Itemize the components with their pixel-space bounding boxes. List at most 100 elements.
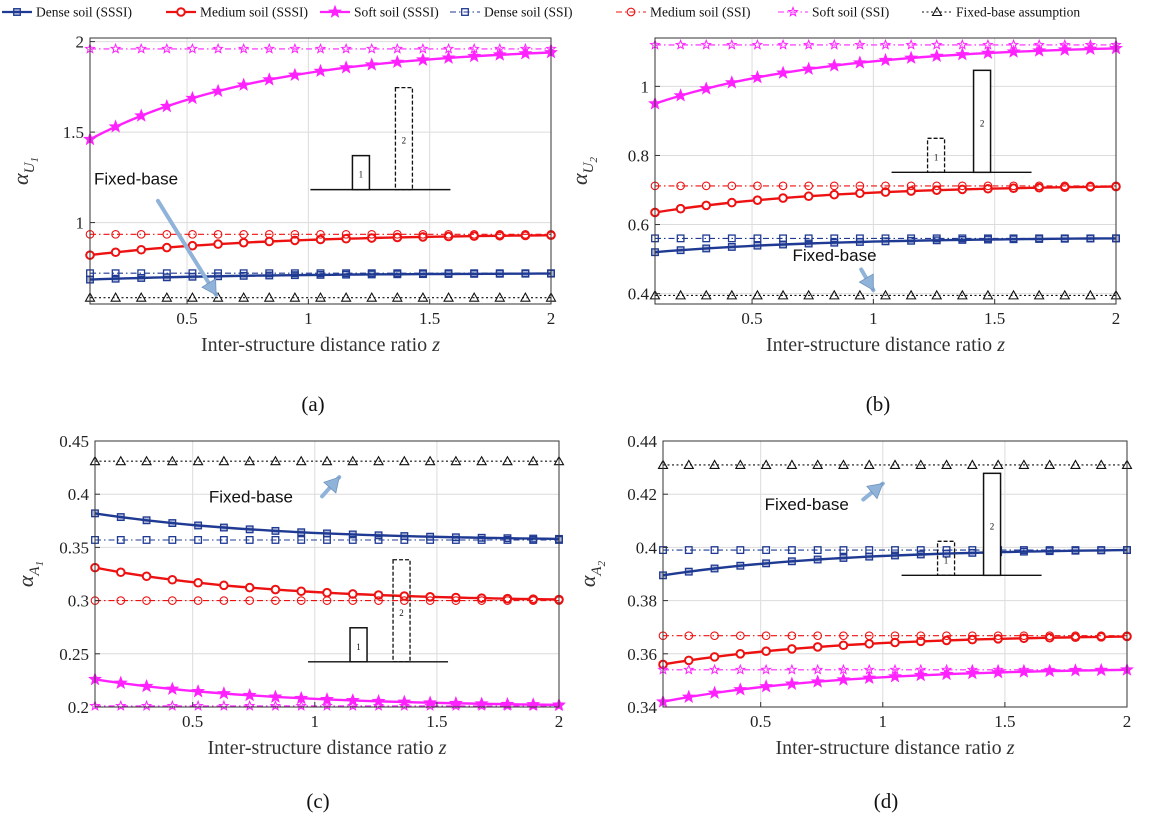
data-point — [811, 663, 824, 675]
data-point — [392, 232, 403, 243]
data-point — [830, 234, 839, 243]
x-tick-label: 2 — [1123, 712, 1132, 731]
legend-marker — [328, 4, 342, 18]
data-point — [213, 239, 223, 249]
data-point — [1097, 546, 1106, 555]
inset-label-dashed: 1 — [944, 555, 949, 565]
data-point — [710, 564, 719, 573]
data-point — [264, 236, 275, 247]
data-point — [1060, 234, 1069, 243]
data-point — [390, 54, 405, 69]
data-point — [245, 536, 254, 544]
data-point — [135, 292, 147, 302]
x-axis-variable: z — [438, 737, 447, 759]
data-point — [1059, 38, 1071, 50]
data-point — [955, 47, 970, 61]
data-point — [162, 242, 172, 253]
data-point — [993, 634, 1003, 644]
data-point — [162, 229, 172, 239]
data-point — [1018, 663, 1030, 675]
y-axis-subsubscript: 2 — [596, 560, 608, 566]
data-series — [650, 181, 1121, 191]
legend-label: Medium soil (SSSI) — [200, 5, 308, 20]
data-point — [142, 596, 151, 605]
data-point — [115, 699, 127, 711]
data-point — [476, 593, 487, 603]
data-point — [321, 699, 333, 711]
data-point — [1045, 631, 1055, 641]
data-point — [470, 269, 479, 278]
data-point — [392, 229, 402, 239]
data-point — [367, 269, 376, 278]
data-point — [442, 42, 455, 54]
chart-panel: 0.5 1 1.5 2 0.2 0.25 0.3 0.35 0.4 0.45 Inter-struc… — [13, 432, 566, 813]
y-axis-subscript: U — [581, 161, 597, 173]
y-tick-label: 0.6 — [628, 216, 649, 235]
data-point — [864, 631, 874, 641]
data-point — [838, 459, 849, 469]
panel-caption: (a) — [301, 392, 324, 416]
data-point — [837, 663, 850, 675]
data-point — [137, 269, 146, 278]
data-point — [1044, 459, 1056, 469]
x-axis-label: Inter-structure distance ratio z — [776, 737, 1015, 759]
y-tick-label: 0.25 — [59, 645, 89, 664]
data-point — [374, 536, 383, 544]
data-point — [239, 229, 249, 239]
data-point — [675, 289, 687, 300]
chart-panel: 0.5 1 1.5 2 0.4 0.6 0.8 1 Inter-structure distan… — [567, 37, 1123, 416]
data-point — [399, 596, 409, 605]
data-point — [111, 229, 120, 239]
data-point — [930, 38, 943, 50]
data-point — [804, 181, 814, 191]
data-point — [855, 181, 865, 191]
data-point — [315, 292, 326, 302]
data-point — [906, 181, 916, 191]
annotation-text: Fixed-base — [94, 170, 178, 189]
data-point — [878, 52, 893, 67]
data-point — [345, 693, 360, 707]
data-point — [735, 631, 745, 641]
data-point — [1033, 289, 1045, 300]
data-point — [956, 38, 969, 50]
data-point — [216, 686, 231, 700]
data-point — [269, 699, 282, 711]
data-point — [1034, 181, 1044, 191]
x-tick-label: 1 — [879, 712, 888, 731]
data-point — [879, 38, 892, 50]
data-point — [244, 455, 256, 466]
data-series — [657, 459, 1133, 469]
data-point — [890, 637, 900, 648]
data-point — [1084, 38, 1097, 50]
data-point — [137, 274, 146, 282]
data-point — [958, 234, 967, 243]
data-point — [142, 536, 151, 544]
x-tick-label: 1.5 — [994, 712, 1015, 731]
data-point — [863, 459, 875, 469]
data-point — [993, 631, 1003, 641]
data-point — [804, 239, 813, 248]
data-point — [219, 596, 229, 605]
data-point — [735, 649, 746, 659]
y-axis-symbol: α — [13, 575, 38, 587]
inset-building-solid — [972, 69, 992, 174]
data-point — [134, 108, 149, 122]
y-tick-label: 0.3 — [68, 592, 89, 611]
data-point — [905, 38, 917, 50]
annotation-arrow-shaft — [155, 198, 219, 297]
data-point — [110, 247, 121, 258]
data-point — [710, 546, 719, 555]
x-tick-label: 0.5 — [176, 309, 197, 328]
y-axis-label: αU1 — [8, 157, 41, 185]
data-point — [1034, 182, 1044, 193]
legend-label: Dense soil (SSI) — [484, 5, 573, 20]
data-point — [855, 188, 865, 199]
y-tick-label: 0.8 — [628, 146, 649, 165]
data-point — [451, 536, 460, 544]
legend-item: Fixed-base assumption — [922, 5, 1080, 20]
data-point — [451, 592, 461, 603]
data-point — [777, 289, 789, 300]
y-tick-label: 0.4 — [628, 285, 650, 304]
data-point — [290, 229, 300, 239]
